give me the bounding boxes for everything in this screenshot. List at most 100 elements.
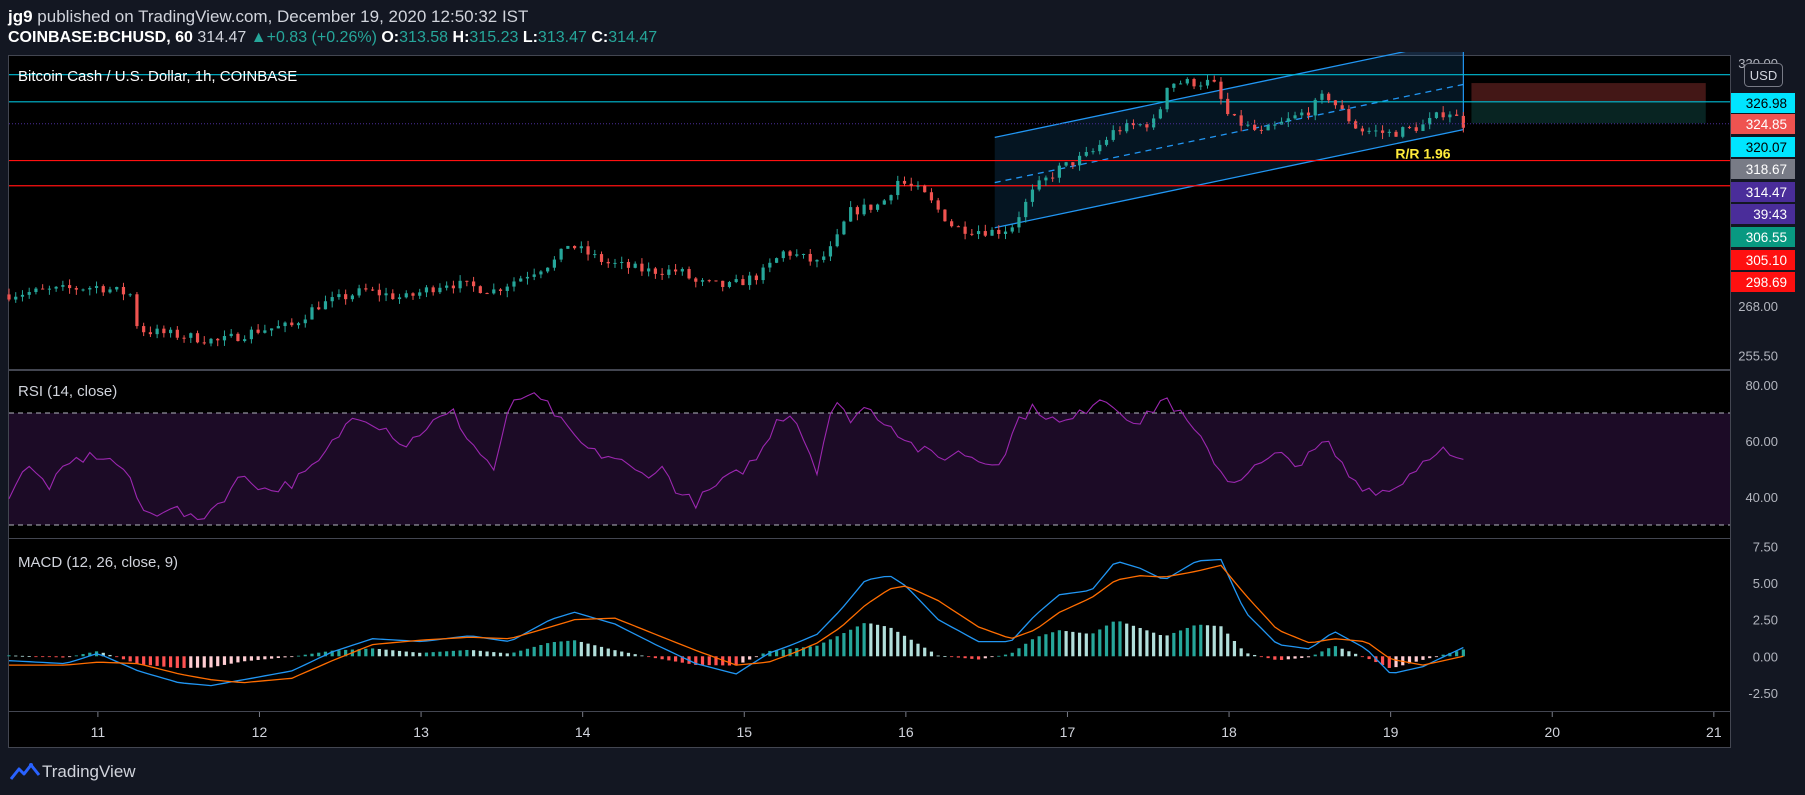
macd-hist-bar [1152,632,1156,657]
macd-hist-bar [1104,625,1109,657]
candle-body [788,251,792,256]
macd-hist-bar [532,646,536,657]
candle-body [1421,124,1425,131]
candle-body [572,245,577,249]
macd-hist-bar [1441,654,1445,657]
macd-hist-bar [808,646,812,657]
macd-hist-bar [465,649,469,657]
macd-hist-bar [1340,648,1344,657]
macd-hist-bar [121,656,126,660]
macd-hist-bar [155,656,159,666]
candle-body [882,200,886,205]
macd-hist-bar [249,656,253,661]
long-position-loss-zone[interactable] [1471,83,1706,102]
high-label: H: [452,29,470,46]
macd-hist-bar [1434,656,1439,658]
macd-hist-bar [283,656,287,658]
candle-body [1030,189,1035,202]
macd-hist-bar [364,648,368,657]
candle-body [1185,79,1189,84]
macd-hist-bar [1300,656,1304,658]
candle-body [1199,85,1203,87]
ohlc-line: COINBASE:BCHUSD, 60 314.47 ▲+0.83 (+0.26… [8,29,657,47]
macd-hist-bar [1239,648,1243,657]
brand-name[interactable]: TradingView [42,762,136,781]
candle-body [135,294,139,327]
macd-hist-bar [1286,656,1290,660]
price-tag-box [1731,159,1795,179]
candle-body [209,338,213,344]
candle-body [714,280,718,282]
change-value: +0.83 (+0.26%) [266,29,377,46]
candle-body [74,288,78,290]
time-tick-label: 18 [1221,724,1237,740]
macd-hist-bar [660,656,664,660]
candle-body [1354,121,1358,129]
macd-hist-bar [263,656,267,660]
candle-body [835,234,839,247]
time-axis[interactable] [8,711,1731,748]
macd-hist-bar [943,656,947,658]
candle-body [936,200,940,210]
candle-body [67,285,72,289]
candle-body [1098,144,1102,152]
author-name[interactable]: jg9 [8,7,33,26]
currency-badge[interactable]: USD [1744,63,1783,87]
macd-hist-bar [54,656,58,658]
low-label: L: [522,29,538,46]
candle-body [1455,114,1459,116]
candle-body [929,192,934,201]
macd-hist-bar [337,650,341,657]
macd-hist-bar [1259,656,1263,658]
macd-hist-bar [1165,635,1169,657]
macd-hist-bar [1387,656,1391,668]
open-value: 313.58 [399,29,449,46]
price-tag-box [1731,93,1795,113]
time-tick-label: 15 [736,724,752,740]
rsi-axis-tick: 40.00 [1745,490,1778,505]
macd-hist-bar [1380,656,1385,665]
macd-hist-bar [216,656,220,667]
macd-hist-bar [377,649,381,657]
candle-body [849,207,853,222]
channel-lower-line[interactable] [994,128,1464,229]
macd-hist-bar [539,644,543,657]
horizontal-levels[interactable] [9,52,1730,187]
candle-body [1152,118,1156,128]
macd-hist-bar [128,656,132,662]
candle-body [337,294,341,298]
macd-hist-bar [1017,648,1021,657]
candle-body [1125,123,1129,132]
candle-body [115,286,119,290]
symbol-label[interactable]: COINBASE:BCHUSD, 60 [8,29,193,46]
publish-info: jg9 published on TradingView.com, Decemb… [8,7,528,27]
macd-hist-bar [950,656,954,658]
candle-body [276,326,280,329]
long-position-profit-zone[interactable] [1471,101,1706,124]
macd-pane-title: MACD (12, 26, close, 9) [18,554,178,571]
candle-body [633,263,637,268]
rsi-axis: 80.00 60.00 40.00 [1745,378,1778,505]
candle-body [431,287,435,293]
candle-body [983,231,987,236]
candle-body [1131,123,1136,126]
macd-hist-bar [67,656,72,658]
macd-hist-bar [370,648,375,657]
candle-body [599,254,604,262]
macd-hist-bar [445,651,449,657]
candle-body [842,221,846,235]
macd-hist-bar [700,656,705,666]
macd-hist-bar [983,656,987,659]
macd-hist-bar [424,652,429,657]
macd-hist-bar [1219,626,1223,657]
price-tag-box [1731,182,1795,202]
price-tag-label: 298.69 [1746,275,1787,290]
price-tag-box [1731,272,1795,292]
tradingview-logo-icon[interactable] [10,762,40,782]
chart-canvas[interactable]: Bitcoin Cash / U.S. Dollar, 1h, COINBASE… [0,52,1805,748]
macd-lines [8,558,1464,687]
main-pane-title: Bitcoin Cash / U.S. Dollar, 1h, COINBASE [18,68,297,85]
candle-body [1313,99,1317,116]
channel-upper-line[interactable] [994,52,1464,139]
